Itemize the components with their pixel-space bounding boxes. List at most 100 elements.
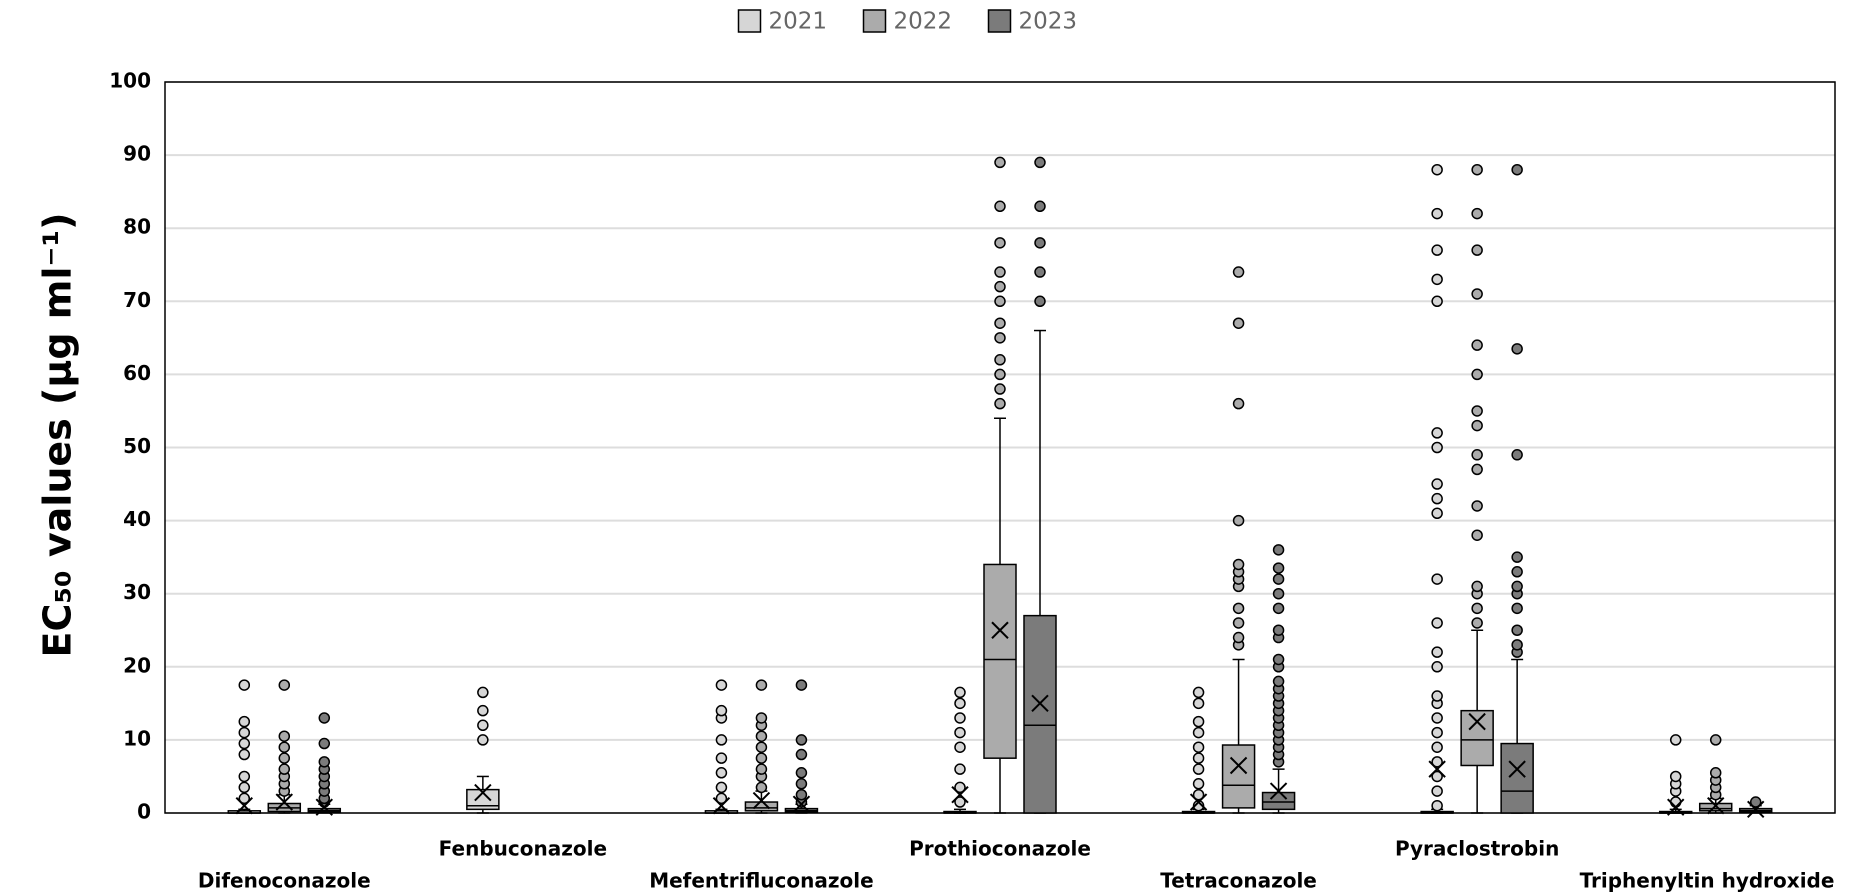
outlier [715, 781, 728, 794]
outlier [1431, 441, 1443, 454]
outlier [715, 679, 728, 691]
outlier [954, 741, 966, 753]
mean-marker [1747, 800, 1765, 819]
outlier [1034, 156, 1046, 169]
outlier [1232, 397, 1245, 410]
outlier [795, 679, 808, 691]
outlier [1431, 244, 1443, 256]
outlier [715, 704, 728, 717]
outlier [1431, 741, 1443, 753]
outlier [994, 383, 1006, 395]
outlier [1511, 343, 1523, 355]
outlier [1511, 163, 1523, 176]
outlier [1471, 419, 1483, 432]
outlier [1709, 767, 1722, 779]
outlier [1272, 562, 1285, 574]
outlier [1431, 726, 1443, 739]
outlier [795, 788, 808, 801]
outlier [318, 737, 331, 750]
outlier [1511, 566, 1523, 578]
outlier [1232, 514, 1245, 527]
outlier [795, 767, 808, 779]
outlier [1431, 770, 1443, 783]
outlier [795, 734, 808, 746]
outlier [1709, 734, 1722, 746]
outlier [715, 792, 728, 805]
legend-swatch [987, 9, 1012, 33]
box [1261, 791, 1296, 811]
y-tick-label: 60 [123, 361, 151, 385]
legend-label: 2023 [1019, 9, 1078, 35]
mean-marker [1189, 793, 1208, 811]
y-tick-label: 40 [123, 507, 151, 531]
box [466, 788, 500, 811]
outlier [954, 697, 966, 710]
mean-marker [1667, 798, 1685, 816]
outlier [1272, 587, 1285, 600]
outlier [1192, 697, 1205, 710]
outlier [1431, 785, 1443, 797]
outlier [954, 781, 966, 794]
outlier [994, 354, 1006, 366]
mean-marker [1468, 712, 1486, 731]
outlier [477, 686, 489, 699]
outlier [1511, 624, 1523, 636]
mean-marker [1269, 782, 1288, 800]
outlier [318, 756, 331, 768]
box [1698, 802, 1733, 812]
outlier [1431, 427, 1443, 439]
outlier [1511, 602, 1523, 615]
outlier [954, 763, 966, 775]
outlier [1034, 266, 1046, 278]
outlier [1192, 686, 1205, 699]
outlier [1272, 573, 1285, 585]
x-tick-label: Fenbuconazole [439, 837, 607, 861]
outlier [994, 266, 1006, 278]
outlier [278, 752, 291, 764]
outlier [1471, 529, 1483, 541]
outlier [477, 734, 489, 746]
outlier [1471, 463, 1483, 476]
outlier [994, 368, 1006, 381]
box [744, 801, 779, 812]
mean-marker [1707, 796, 1725, 815]
outlier [1431, 661, 1443, 673]
outlier [1431, 712, 1443, 724]
outlier [954, 796, 966, 808]
outlier [1471, 580, 1483, 593]
outlier [1431, 799, 1443, 812]
outlier [1034, 200, 1046, 213]
mean-marker [1508, 760, 1526, 778]
outlier [477, 719, 489, 732]
box [1221, 744, 1256, 809]
outlier [1471, 288, 1483, 300]
y-tick-label: 50 [123, 434, 151, 458]
outlier [1431, 478, 1443, 490]
outlier [1431, 756, 1443, 768]
outlier [1232, 558, 1245, 571]
outlier [715, 752, 728, 764]
outlier [238, 737, 251, 750]
x-tick-label: Mefentrifluconazole [649, 869, 873, 893]
outlier [994, 295, 1006, 308]
outlier [1034, 295, 1046, 308]
outlier [1192, 763, 1205, 775]
outlier [1471, 207, 1483, 220]
y-tick-label: 90 [123, 142, 151, 166]
outlier [1232, 617, 1245, 629]
outlier [1431, 617, 1443, 629]
outlier [1471, 405, 1483, 417]
y-tick-label: 30 [123, 580, 151, 604]
outlier [1511, 551, 1523, 563]
outlier [238, 792, 251, 805]
mean-marker [792, 795, 811, 813]
y-tick-label: 70 [123, 288, 151, 312]
mean-marker [991, 621, 1009, 639]
outlier [755, 781, 768, 794]
outlier [1272, 602, 1285, 615]
outlier [1192, 778, 1205, 790]
y-tick-label: 0 [137, 800, 151, 824]
outlier [994, 200, 1006, 213]
outlier [1471, 244, 1483, 256]
